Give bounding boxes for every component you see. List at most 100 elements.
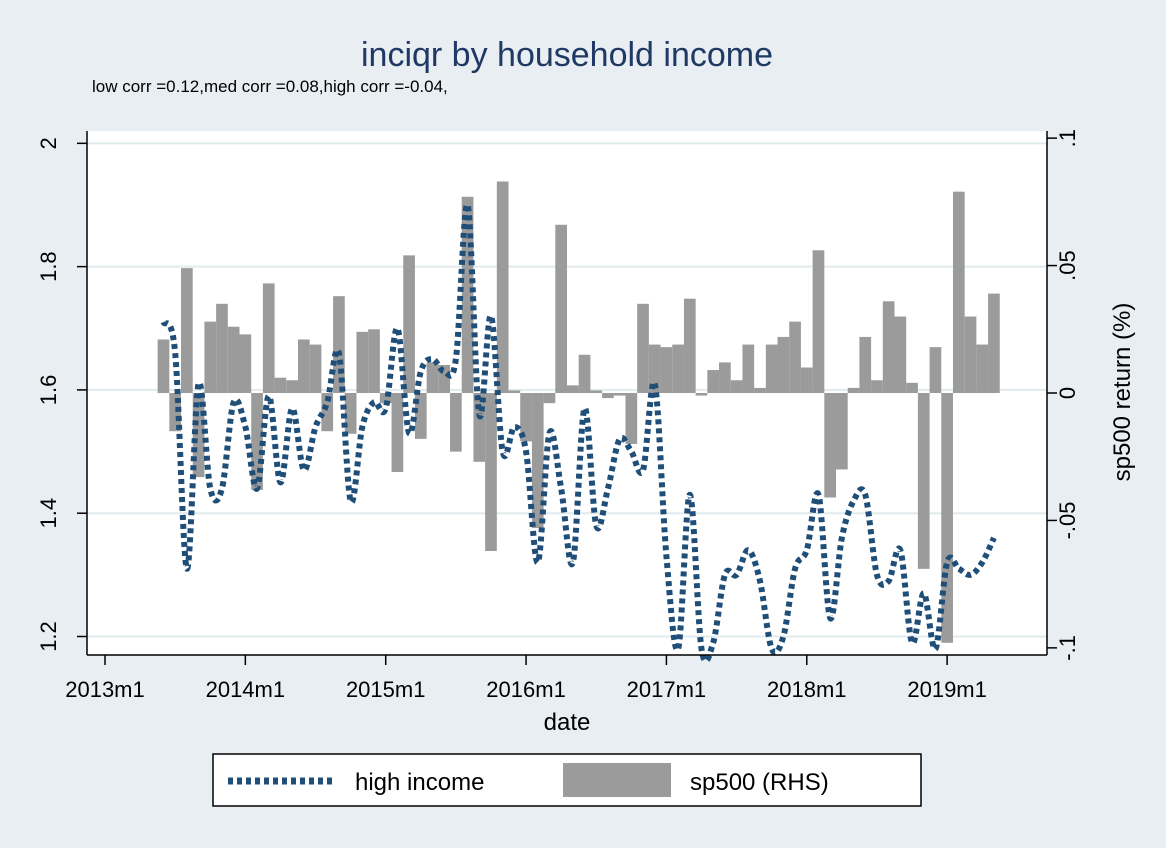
bar (508, 390, 521, 393)
legend-label-sp500: sp500 (RHS) (690, 769, 829, 796)
bar (567, 385, 579, 393)
bar (169, 393, 182, 432)
bar (648, 344, 661, 393)
bar (356, 331, 369, 393)
x-axis-title: date (544, 709, 591, 736)
bar (461, 196, 474, 393)
right-tick-label: -.05 (1055, 501, 1080, 539)
bar (894, 316, 907, 393)
right-tick-label: .05 (1055, 250, 1080, 281)
bar (602, 393, 614, 399)
bar (216, 303, 228, 393)
bar (251, 393, 263, 490)
bar (637, 303, 649, 393)
bar (964, 316, 977, 393)
bar (742, 344, 755, 393)
right-tick-label: -.1 (1055, 635, 1080, 661)
line-high-income (160, 201, 997, 664)
bar (297, 339, 310, 393)
bar (672, 344, 684, 393)
x-tick-label: 2015m1 (346, 677, 426, 702)
line-series-high-income (160, 201, 997, 664)
legend-bar-swatch (563, 763, 671, 797)
bar (730, 380, 743, 393)
bar (800, 367, 813, 393)
bar (882, 301, 895, 393)
right-tick-label: 0 (1055, 387, 1080, 399)
bar (520, 393, 532, 442)
bar (695, 393, 708, 396)
axes: 1.2 1.4 1.6 1.8 2 -.1 -.05 0 .05 .1 2013m1 2014m1 20… (36, 129, 1080, 702)
bar (438, 364, 451, 393)
bar (824, 393, 837, 498)
bar (590, 390, 603, 393)
x-tick-label: 2018m1 (767, 677, 847, 702)
bar (333, 296, 345, 393)
bar (754, 387, 766, 393)
bar (274, 377, 287, 393)
bar (941, 393, 953, 643)
bar (543, 393, 556, 404)
bar (450, 393, 462, 452)
bar (988, 293, 1000, 393)
bar (917, 393, 930, 569)
chart-title: inciqr by household income (361, 36, 773, 74)
bar (485, 393, 497, 552)
x-tick-label: 2017m1 (627, 677, 707, 702)
chart-subtitle: low corr =0.12,med corr =0.08,high corr … (92, 77, 448, 96)
bar (976, 344, 989, 393)
left-tick-label: 1.4 (36, 498, 61, 529)
bar (286, 380, 298, 393)
bar (952, 191, 965, 393)
left-tick-label: 1.2 (36, 621, 61, 652)
bar (613, 393, 626, 396)
bar (473, 393, 486, 462)
x-tick-label: 2019m1 (907, 677, 987, 702)
bar (426, 362, 439, 393)
bar (309, 344, 322, 393)
left-tick-label: 2 (36, 137, 61, 149)
bar (847, 387, 860, 393)
bar (789, 321, 801, 393)
bar (719, 362, 731, 393)
right-tick-label: .1 (1055, 129, 1080, 147)
bar (192, 393, 205, 478)
bar (871, 380, 883, 393)
bar (368, 329, 380, 393)
bar (765, 344, 778, 393)
bar (379, 393, 392, 404)
bar (262, 283, 275, 393)
bar (812, 250, 825, 393)
bar (227, 326, 240, 393)
bar (836, 393, 848, 470)
bar (414, 393, 427, 439)
x-tick-label: 2014m1 (206, 677, 286, 702)
bar (625, 393, 638, 444)
bar-series-sp500 (157, 181, 1000, 643)
bar (496, 181, 509, 393)
bar (391, 393, 404, 473)
left-tick-label: 1.6 (36, 375, 61, 406)
bar (321, 393, 334, 432)
legend-label-high-income: high income (355, 769, 484, 796)
bar (531, 393, 544, 529)
bar (403, 255, 415, 393)
x-tick-label: 2016m1 (486, 677, 566, 702)
bar (239, 334, 252, 393)
bar (555, 224, 567, 393)
bar (181, 268, 193, 393)
bar (707, 370, 720, 393)
bar (157, 339, 170, 393)
right-axis-title: sp500 return (%) (1109, 303, 1136, 482)
bar (660, 347, 673, 393)
bar (777, 336, 790, 393)
bar (204, 321, 217, 393)
bar (578, 354, 591, 393)
bar (929, 347, 942, 393)
legend: high income sp500 (RHS) (212, 753, 922, 807)
bar (344, 393, 357, 434)
bar (906, 382, 918, 393)
bar (859, 336, 872, 393)
x-tick-label: 2013m1 (65, 677, 145, 702)
